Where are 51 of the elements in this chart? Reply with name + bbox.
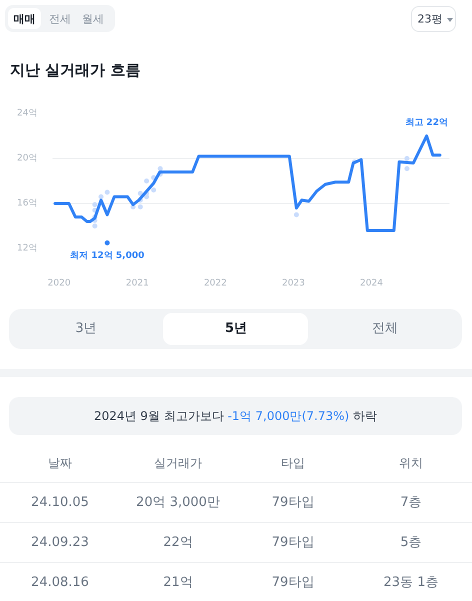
y-tick-label: 12억 <box>17 244 38 254</box>
chart-title: 지난 실거래가 흐름 <box>10 61 140 79</box>
y-tick-label: 24억 <box>17 108 38 118</box>
text: 위치 <box>399 456 423 470</box>
text: 24.08.16 <box>31 575 89 591</box>
point <box>92 224 98 228</box>
point <box>104 190 110 195</box>
text: 23동 1층 <box>384 575 438 591</box>
text: 23평 <box>418 12 442 26</box>
text: 20억 3,000만 <box>136 495 220 511</box>
text: 2024년 9월 최고가보다 <box>94 408 224 423</box>
point <box>404 156 410 161</box>
text: 실거래가 <box>154 456 202 470</box>
point <box>151 188 156 192</box>
text: 24.09.23 <box>31 535 89 551</box>
text: 21억 <box>163 575 193 591</box>
point <box>138 204 143 210</box>
y-tick-label: 16억 <box>17 198 38 208</box>
text: 날짜 <box>48 456 72 470</box>
text: 7층 <box>400 495 422 511</box>
text: 79타입 <box>272 575 314 591</box>
point <box>294 212 299 218</box>
annotation: 최저 12억 5,000 <box>70 250 144 261</box>
point <box>404 166 410 172</box>
x-tick-label: 2023 <box>282 278 305 288</box>
y-tick-label: 20억 <box>17 154 38 164</box>
text: 79타입 <box>272 495 314 511</box>
point <box>144 178 150 184</box>
text: 하락 <box>353 408 378 423</box>
x-tick-label: 2021 <box>126 278 149 288</box>
text: 5층 <box>400 535 422 551</box>
text: 22억 <box>163 535 193 551</box>
text: -1억 7,000만(7.73%) <box>228 408 350 423</box>
x-tick-label: 2020 <box>48 278 71 288</box>
text: 전체 <box>372 321 398 337</box>
text: 3년 <box>75 321 97 337</box>
text: 월세 <box>82 12 104 26</box>
text: 79타입 <box>272 535 314 551</box>
annotation: 최고 22억 <box>405 118 448 128</box>
x-tick-label: 2022 <box>204 278 227 288</box>
point <box>92 202 98 208</box>
text: 24.10.05 <box>31 495 89 511</box>
text: 매매 <box>14 12 36 26</box>
text: 타입 <box>281 456 305 470</box>
point <box>98 194 104 200</box>
point <box>104 240 110 246</box>
text: 전세 <box>49 12 71 26</box>
text: 5년 <box>224 321 248 337</box>
point <box>158 166 163 172</box>
x-tick-label: 2024 <box>360 278 384 288</box>
line-series <box>54 134 442 232</box>
